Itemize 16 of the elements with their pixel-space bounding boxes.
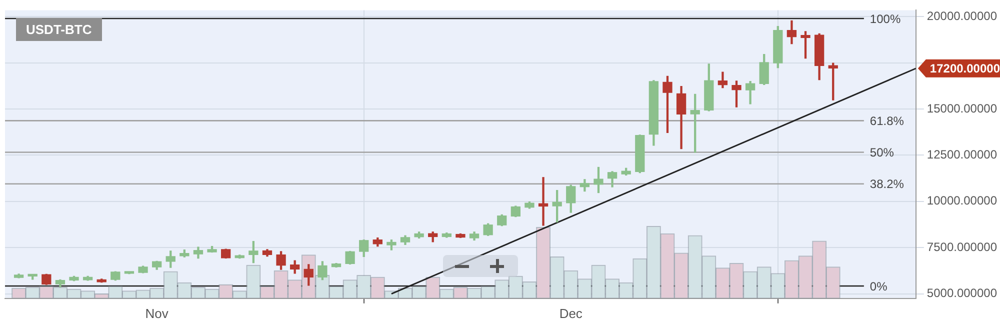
y-tick-label: 5000.000000 xyxy=(926,286,998,300)
candlestick xyxy=(538,177,548,226)
annotation: 100% xyxy=(870,12,901,26)
annotation: 38.2% xyxy=(870,177,904,192)
annotation: 17200.00000 xyxy=(930,62,1000,76)
annotation: 0% xyxy=(870,279,888,294)
y-tick-label: 20000.00000 xyxy=(926,8,998,23)
x-tick-label: Dec xyxy=(559,306,583,321)
y-tick-label: 12500.00000 xyxy=(926,148,998,162)
y-tick-label: 7500.000000 xyxy=(926,240,998,254)
x-tick-label: Nov xyxy=(145,306,169,321)
text: USDT-BTC xyxy=(16,18,102,41)
y-tick-label: 15000.00000 xyxy=(926,101,998,116)
annotation: 61.8% xyxy=(870,114,904,128)
annotation: 50% xyxy=(870,146,894,160)
y-tick-label: 10000.00000 xyxy=(926,194,998,208)
